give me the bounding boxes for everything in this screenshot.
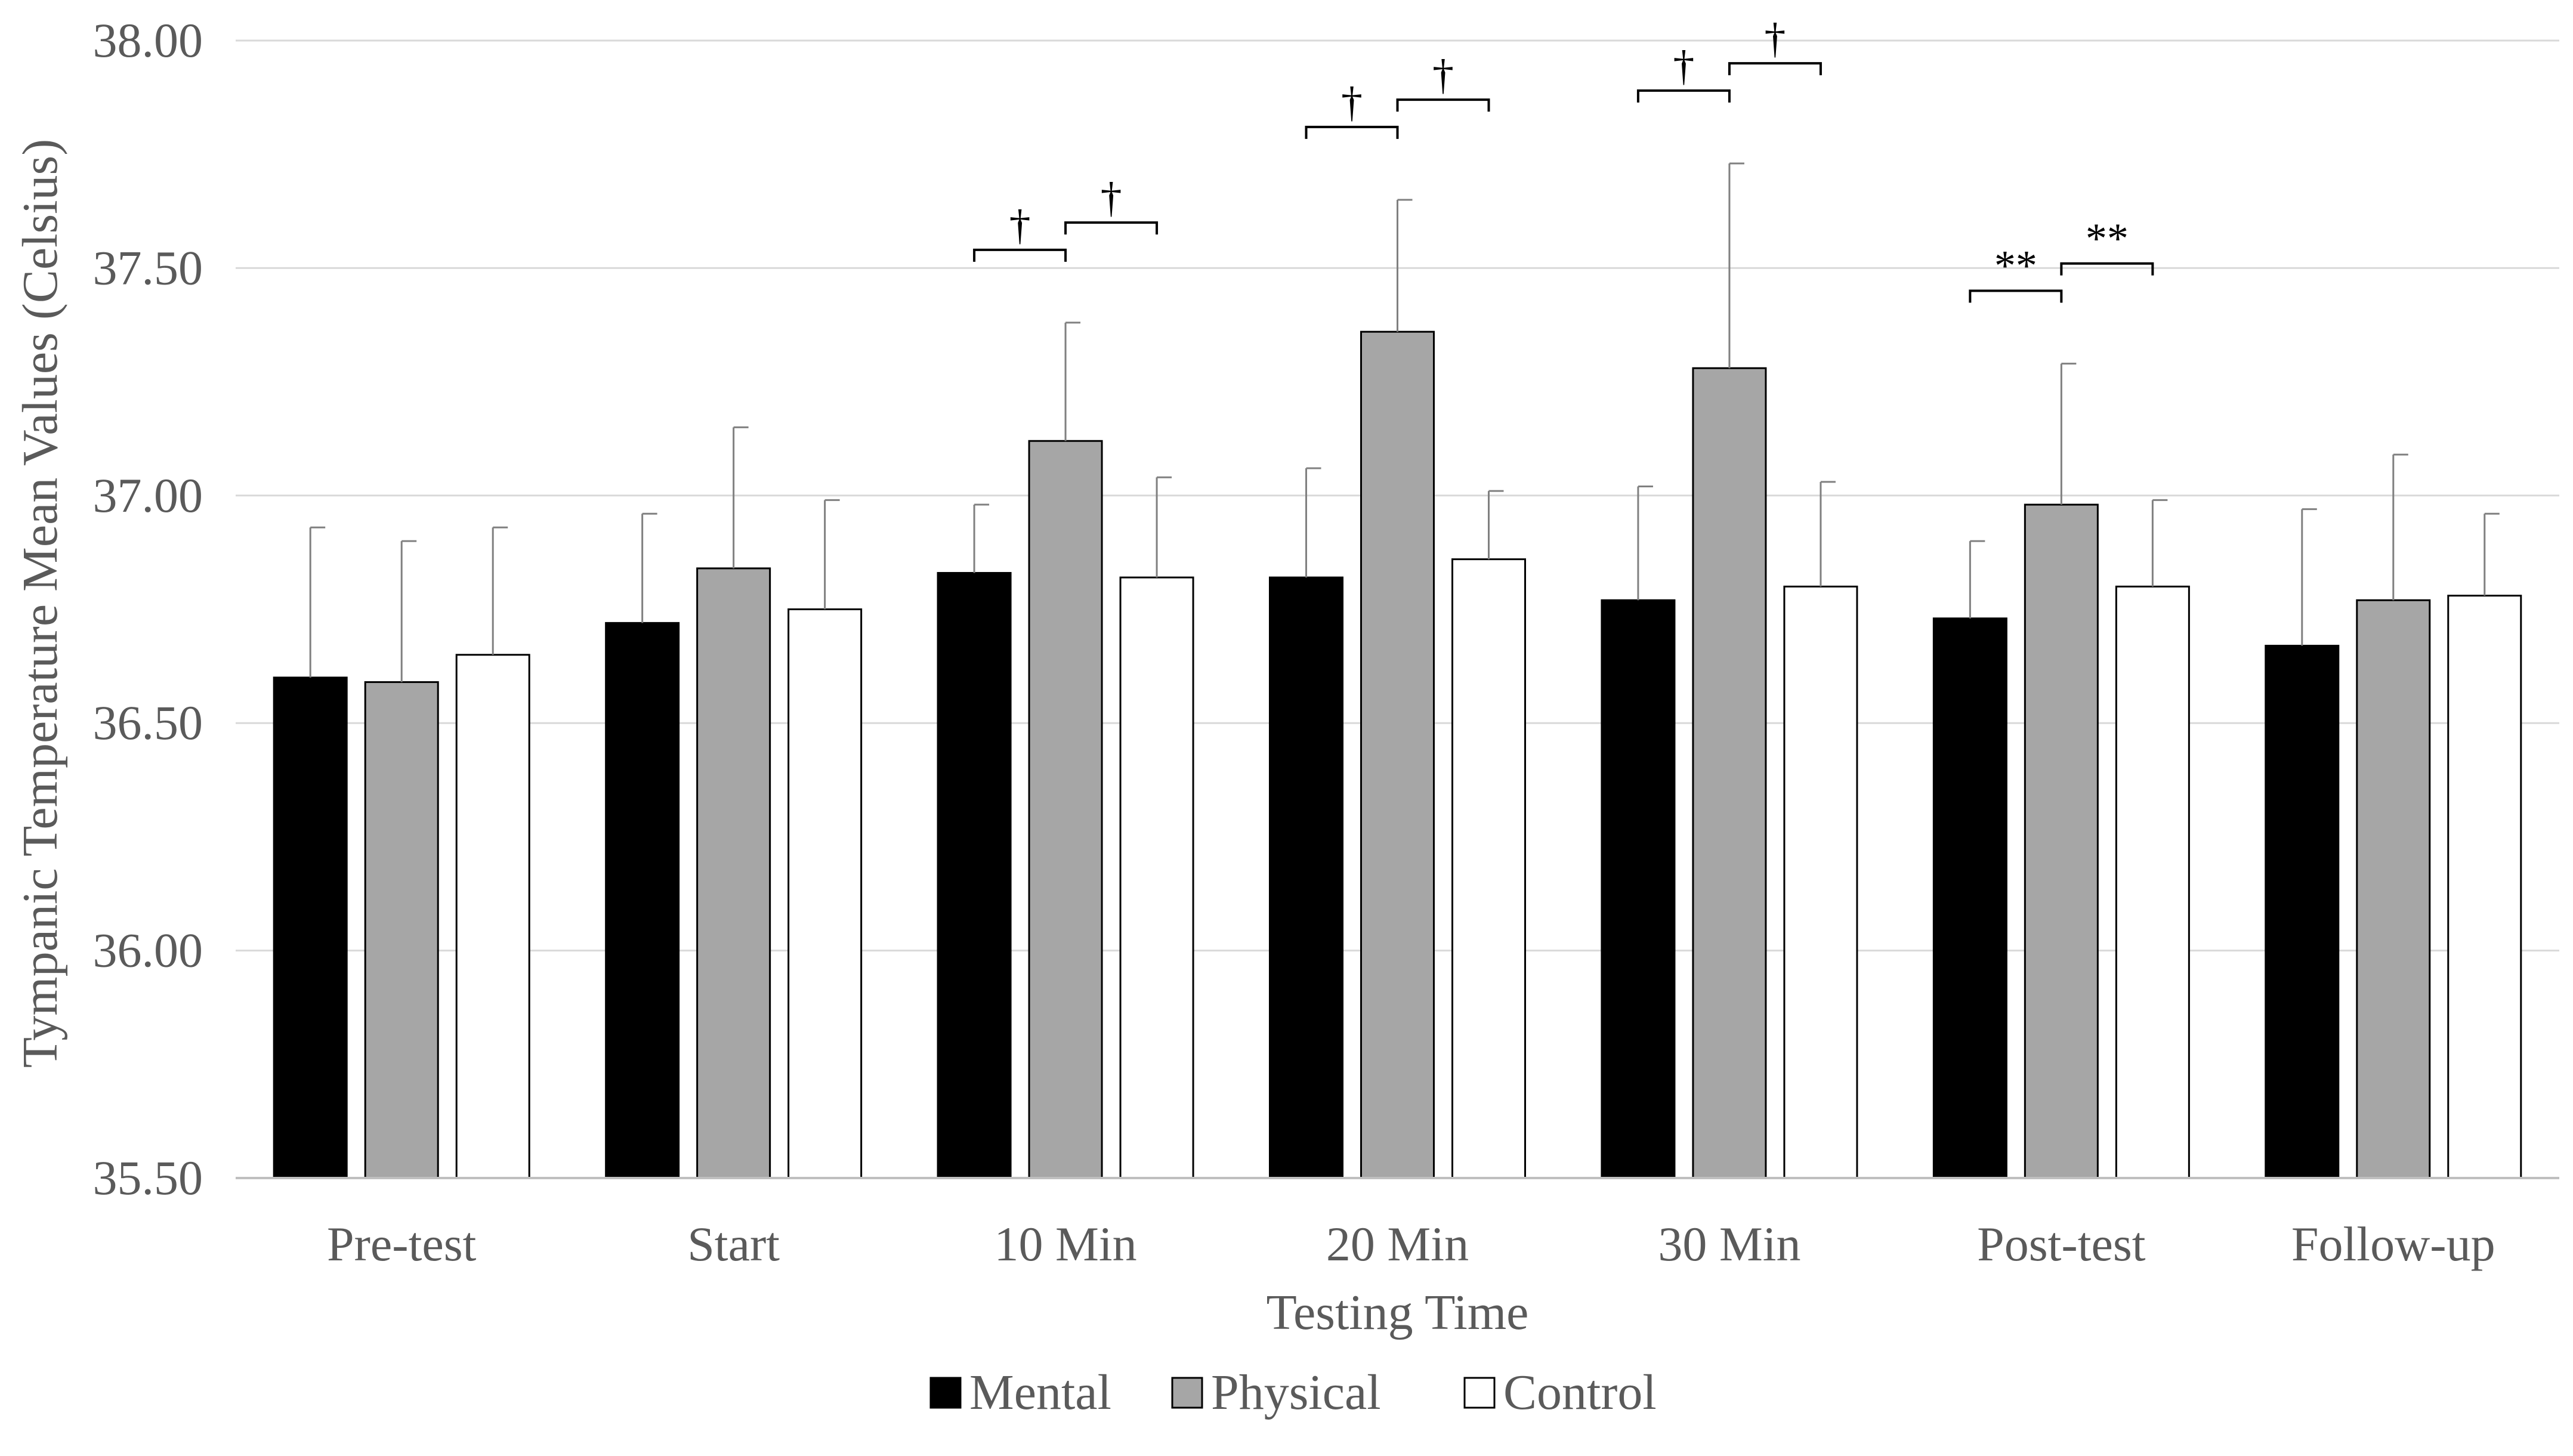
significance-marker: † bbox=[1432, 51, 1454, 98]
significance-marker: ** bbox=[2086, 215, 2129, 262]
y-tick-label: 37.00 bbox=[93, 468, 203, 523]
bar-physical bbox=[1360, 330, 1435, 1179]
significance-annotations: † † † † † † ** ** bbox=[973, 14, 2154, 303]
bar-physical bbox=[1028, 440, 1103, 1179]
significance-bracket bbox=[1969, 289, 2063, 303]
bar-physical bbox=[364, 681, 439, 1179]
bar-mental bbox=[1932, 617, 2007, 1179]
bar-physical bbox=[1692, 367, 1767, 1179]
bar-control bbox=[455, 654, 530, 1179]
significance-bracket bbox=[973, 248, 1067, 262]
bar-control bbox=[2115, 585, 2190, 1179]
bar-mental bbox=[605, 622, 680, 1179]
legend: Mental Physical Control bbox=[929, 1365, 1657, 1420]
significance-bracket bbox=[1728, 62, 1822, 76]
bar-mental bbox=[1601, 599, 1676, 1179]
significance-bracket bbox=[1064, 221, 1159, 235]
legend-swatch-physical bbox=[1171, 1377, 1203, 1409]
significance-marker: † bbox=[1673, 42, 1694, 89]
bar-physical bbox=[2356, 599, 2431, 1179]
bar-control bbox=[787, 608, 863, 1179]
x-tick-label: Pre-test bbox=[327, 1217, 477, 1271]
bar-control bbox=[1119, 576, 1194, 1179]
significance-bracket bbox=[2060, 262, 2154, 276]
bar-physical bbox=[696, 567, 771, 1179]
significance-bracket bbox=[1636, 89, 1731, 103]
legend-swatch-mental bbox=[929, 1377, 962, 1409]
bar-control bbox=[2447, 595, 2522, 1179]
bar-control bbox=[1451, 558, 1526, 1179]
y-tick-label: 37.50 bbox=[93, 240, 203, 295]
y-tick-label: 38.00 bbox=[93, 13, 203, 67]
legend-swatch-control bbox=[1463, 1377, 1496, 1409]
x-tick-label: Post-test bbox=[1977, 1217, 2146, 1271]
x-tick-label: Follow-up bbox=[2291, 1217, 2495, 1271]
bars bbox=[273, 330, 2522, 1179]
bar-physical bbox=[2024, 503, 2099, 1179]
legend-label-control: Control bbox=[1503, 1365, 1657, 1420]
y-axis-label: Tympanic Temperature Mean Values (Celsiu… bbox=[13, 139, 68, 1068]
significance-bracket bbox=[1305, 125, 1399, 139]
legend-label-physical: Physical bbox=[1211, 1365, 1381, 1420]
bar-mental bbox=[937, 571, 1012, 1179]
bar-mental bbox=[1269, 576, 1343, 1179]
y-tick-label: 36.50 bbox=[93, 695, 203, 750]
significance-bracket bbox=[1396, 98, 1490, 112]
bar-control bbox=[1783, 585, 1858, 1179]
x-tick-label: 10 Min bbox=[994, 1217, 1136, 1271]
y-tick-label: 35.50 bbox=[93, 1151, 203, 1205]
significance-marker: † bbox=[1101, 174, 1122, 221]
significance-marker: † bbox=[1764, 14, 1786, 62]
significance-marker: ** bbox=[1994, 242, 2037, 290]
significance-marker: † bbox=[1009, 201, 1031, 249]
error-bars bbox=[309, 162, 2500, 682]
x-tick-label: 30 Min bbox=[1658, 1217, 1800, 1271]
y-axis-ticks: 35.50 36.00 36.50 37.00 37.50 38.00 bbox=[93, 13, 203, 1205]
significance-marker: † bbox=[1341, 78, 1363, 126]
x-tick-label: 20 Min bbox=[1326, 1217, 1469, 1271]
y-tick-label: 36.00 bbox=[93, 923, 203, 978]
x-tick-label: Start bbox=[687, 1217, 780, 1271]
bar-mental bbox=[273, 676, 348, 1179]
x-axis-ticks: Pre-test Start 10 Min 20 Min 30 Min Post-test… bbox=[327, 1217, 2495, 1271]
bar-mental bbox=[2265, 645, 2340, 1179]
x-axis-label: Testing Time bbox=[1267, 1285, 1529, 1340]
legend-label-mental: Mental bbox=[969, 1365, 1111, 1420]
